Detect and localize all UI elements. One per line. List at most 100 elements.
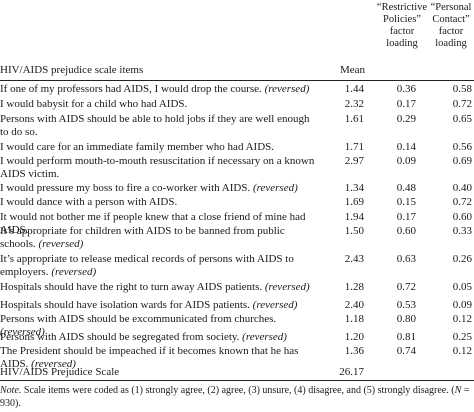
header-f1-line-3: factor [389, 26, 415, 37]
mean-value: 1.71 [344, 141, 364, 153]
personal-loading: 0.69 [452, 155, 472, 167]
personal-loading: 0.60 [452, 211, 472, 223]
item-statement: I would care for an immediate family mem… [0, 141, 275, 153]
restrictive-loading: 0.72 [396, 281, 416, 293]
item-text: I would dance with a person with AIDS. [0, 196, 320, 209]
item-text: I would pressure my boss to fire a co-wo… [0, 182, 320, 195]
mean-value: 2.40 [344, 299, 364, 311]
header-f1-line-2: Policies” [383, 14, 421, 25]
item-statement: It would not bother me if people knew th… [0, 211, 306, 236]
total-mean: 26.17 [339, 366, 364, 378]
mean-value: 1.69 [344, 196, 364, 208]
reversed-tag: (reversed) [38, 237, 84, 250]
item-statement: I would babysit for a child who had AIDS… [0, 98, 188, 110]
restrictive-loading: 0.09 [396, 155, 416, 167]
item-text: Hospitals should have the right to turn … [0, 281, 320, 294]
mean-value: 1.44 [344, 83, 364, 95]
restrictive-loading: 0.81 [396, 331, 416, 343]
personal-loading: 0.58 [452, 83, 472, 95]
reversed-tag: (reversed) [51, 265, 97, 278]
note-text-a: Scale items were coded as (1) strongly a… [21, 385, 455, 396]
restrictive-loading: 0.14 [396, 141, 416, 153]
item-text: I would babysit for a child who had AIDS… [0, 98, 320, 111]
item-statement: Persons with AIDS should be excommunicat… [0, 313, 277, 325]
item-statement: I would perform mouth-to-mouth resuscita… [0, 155, 315, 180]
mean-value: 2.32 [344, 98, 364, 110]
note-text-b: = 930). [0, 385, 470, 409]
restrictive-loading: 0.15 [396, 196, 416, 208]
personal-loading: 0.12 [452, 313, 472, 325]
personal-loading: 0.65 [452, 113, 472, 125]
reversed-tag: (reversed) [264, 281, 310, 293]
table-note: Note. Scale items were coded as (1) stro… [0, 384, 474, 410]
personal-loading: 0.56 [452, 141, 472, 153]
item-statement: Persons with AIDS should be segregated f… [0, 331, 240, 343]
header-restrictive-policies: “Restrictive Policies” factor loading [370, 2, 434, 50]
mean-value: 2.43 [344, 253, 364, 265]
restrictive-loading: 0.17 [396, 98, 416, 110]
item-text: It’s appropriate to release medical reco… [0, 253, 320, 278]
note-label: Note. [0, 385, 22, 396]
reversed-tag: (reversed) [31, 357, 76, 370]
item-statement: If one of my professors had AIDS, I woul… [0, 83, 262, 95]
mean-value: 1.36 [344, 345, 364, 357]
item-text: It would not bother me if people knew th… [0, 211, 320, 236]
restrictive-loading: 0.48 [396, 182, 416, 194]
personal-loading: 0.40 [452, 182, 472, 194]
note-n: N [454, 385, 462, 396]
item-statement: It’s appropriate for children with AIDS … [0, 225, 285, 250]
personal-loading: 0.72 [452, 98, 472, 110]
personal-loading: 0.33 [452, 225, 472, 237]
mean-value: 2.97 [344, 155, 364, 167]
item-statement: Persons with AIDS should be able to hold… [0, 113, 310, 138]
item-statement: Hospitals should have the right to turn … [0, 281, 263, 293]
header-rule [0, 80, 474, 81]
personal-loading: 0.05 [452, 281, 472, 293]
restrictive-loading: 0.63 [396, 253, 416, 265]
header-items: HIV/AIDS prejudice scale items [0, 64, 144, 76]
item-text: I would care for an immediate family mem… [0, 141, 320, 154]
restrictive-loading: 0.74 [396, 345, 416, 357]
item-text: Hospitals should have isolation wards fo… [0, 299, 320, 312]
item-text: It’s appropriate for children with AIDS … [0, 225, 320, 250]
item-text: I would perform mouth-to-mouth resuscita… [0, 155, 320, 180]
header-mean: Mean [340, 64, 366, 76]
personal-loading: 0.72 [452, 196, 472, 208]
bottom-rule [0, 380, 474, 381]
header-f2-line-1: “Personal [430, 2, 472, 13]
restrictive-loading: 0.53 [396, 299, 416, 311]
header-personal-contact: “Personal Contact” factor loading [424, 2, 474, 50]
mean-value: 1.18 [344, 313, 364, 325]
mean-value: 1.50 [344, 225, 364, 237]
mean-value: 1.20 [344, 331, 364, 343]
reversed-tag: (reversed) [0, 325, 45, 338]
item-text: If one of my professors had AIDS, I woul… [0, 83, 320, 96]
item-text: Persons with AIDS should be able to hold… [0, 113, 320, 138]
mean-value: 1.28 [344, 281, 364, 293]
header-f2-line-4: loading [435, 38, 467, 49]
item-statement: I would dance with a person with AIDS. [0, 196, 178, 208]
header-f2-line-2: Contact” [432, 14, 470, 25]
restrictive-loading: 0.60 [396, 225, 416, 237]
reversed-tag: (reversed) [264, 83, 310, 95]
header-f2-line-3: factor [438, 26, 464, 37]
restrictive-loading: 0.36 [396, 83, 416, 95]
mean-value: 1.61 [344, 113, 364, 125]
mean-value: 1.94 [344, 211, 364, 223]
personal-loading: 0.12 [452, 345, 472, 357]
mean-value: 1.34 [344, 182, 364, 194]
item-statement: Hospitals should have isolation wards fo… [0, 299, 250, 311]
total-label: HIV/AIDS Prejudice Scale [0, 366, 120, 378]
item-statement: I would pressure my boss to fire a co-wo… [0, 182, 251, 194]
personal-loading: 0.26 [452, 253, 472, 265]
restrictive-loading: 0.80 [396, 313, 416, 325]
item-text: Persons with AIDS should be segregated f… [0, 331, 320, 344]
restrictive-loading: 0.17 [396, 211, 416, 223]
reversed-tag: (reversed) [242, 331, 287, 343]
item-text: The President should be impeached if it … [0, 345, 320, 370]
personal-loading: 0.09 [452, 299, 472, 311]
reversed-tag: (reversed) [252, 299, 298, 311]
restrictive-loading: 0.29 [396, 113, 416, 125]
item-text: Persons with AIDS should be excommunicat… [0, 313, 320, 338]
